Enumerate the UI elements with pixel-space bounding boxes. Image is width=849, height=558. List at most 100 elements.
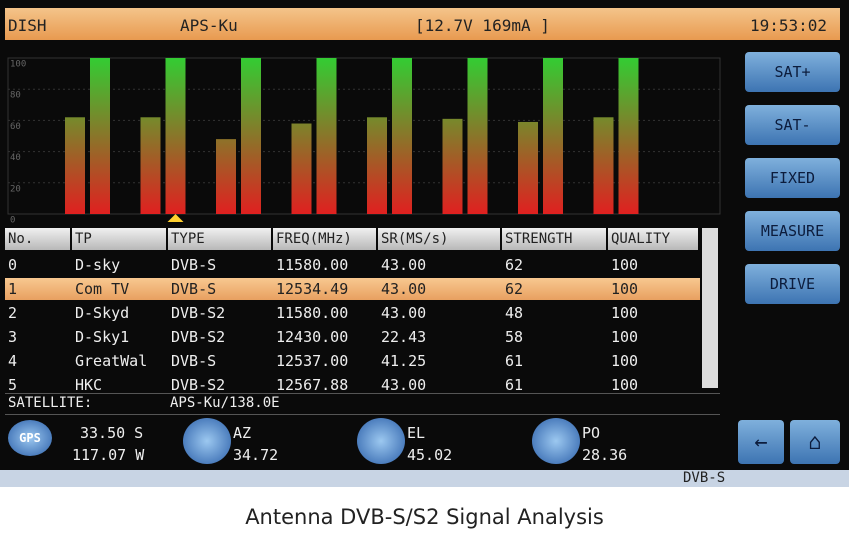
table-cell[interactable]: 100	[611, 304, 639, 322]
table-cell[interactable]: DVB-S2	[171, 304, 226, 322]
table-cell[interactable]: 1	[8, 280, 18, 298]
status-line: SATELLITE: APS-Ku/138.0E	[5, 393, 720, 415]
table-cell[interactable]: 12430.00	[276, 328, 349, 346]
bar	[593, 117, 614, 214]
column-header: TP	[72, 228, 166, 250]
chart: 0 20 40 60 80 100	[7, 57, 721, 225]
y-tick-label: 20	[10, 184, 21, 194]
table-cell[interactable]: 43.00	[381, 376, 427, 391]
table-cell[interactable]: DVB-S	[171, 280, 217, 298]
po-value: 28.36	[582, 446, 628, 464]
table-cell[interactable]: 100	[611, 280, 639, 298]
table-cell[interactable]: 11580.00	[276, 304, 349, 322]
table-cell[interactable]: D-Skyd	[75, 304, 130, 322]
side-button[interactable]: SAT-	[745, 105, 840, 145]
side-button[interactable]: SAT+	[745, 52, 840, 92]
satellite: APS-Ku	[180, 16, 238, 35]
scrollbar[interactable]	[702, 228, 718, 388]
table-cell[interactable]: 12537.00	[276, 352, 349, 370]
table-cell[interactable]: 61	[505, 376, 524, 391]
table-cell[interactable]: 11580.00	[276, 256, 349, 274]
bar	[90, 58, 110, 214]
gps-icon: GPS	[8, 420, 52, 456]
longitude: 117.07 W	[72, 446, 145, 464]
table-cell[interactable]: 43.00	[381, 304, 427, 322]
table-cell[interactable]: DVB-S2	[171, 376, 226, 391]
table-cell[interactable]: 3	[8, 328, 18, 346]
table-cell[interactable]: DVB-S	[171, 352, 217, 370]
bar	[291, 123, 312, 214]
bar	[241, 58, 261, 214]
table-cell[interactable]: 58	[505, 328, 524, 346]
po-label: PO	[582, 424, 601, 442]
column-header: No.	[5, 228, 70, 250]
column-header: SR(MS/s)	[378, 228, 500, 250]
table-cell[interactable]: 12567.88	[276, 376, 349, 391]
el-icon	[357, 418, 405, 464]
lnb-power: [12.7V 169mA ]	[415, 16, 550, 35]
table-cell[interactable]: 100	[611, 256, 639, 274]
table-cell[interactable]: 100	[611, 376, 639, 391]
back-button[interactable]: ←	[738, 420, 784, 464]
meter-screen: DISH APS-Ku [12.7V 169mA ] 19:53:02 0 20 4…	[0, 0, 849, 487]
y-tick-label: 100	[10, 60, 26, 70]
status-label: SATELLITE:	[8, 395, 93, 411]
table-cell[interactable]: Com TV	[75, 280, 130, 298]
column-header: STRENGTH	[502, 228, 606, 250]
bar	[65, 117, 85, 214]
home-button[interactable]: ⌂	[790, 420, 840, 464]
table-cell[interactable]: 0	[8, 256, 18, 274]
table-cell[interactable]: DVB-S2	[171, 328, 226, 346]
table-cell[interactable]: 22.43	[381, 328, 427, 346]
table-cell[interactable]: D-sky	[75, 256, 121, 274]
bar	[316, 58, 337, 214]
az-value: 34.72	[233, 446, 279, 464]
side-button[interactable]: FIXED	[745, 158, 840, 198]
table-cell[interactable]: D-Sky1	[75, 328, 130, 346]
table-cell[interactable]: 12534.49	[276, 280, 349, 298]
header-bar: DISH APS-Ku [12.7V 169mA ] 19:53:02	[5, 8, 840, 40]
table-cell[interactable]: GreatWal	[75, 352, 148, 370]
table-cell[interactable]: 41.25	[381, 352, 427, 370]
clock: 19:53:02	[750, 16, 828, 35]
bar	[165, 58, 186, 214]
status-value: APS-Ku/138.0E	[170, 395, 280, 411]
table-cell[interactable]: 43.00	[381, 256, 427, 274]
table-cell[interactable]: 5	[8, 376, 18, 391]
y-tick-label: 60	[10, 122, 21, 132]
bar	[618, 58, 639, 214]
el-label: EL	[407, 424, 426, 442]
y-tick-label: 80	[10, 91, 21, 101]
column-header: FREQ(MHz)	[273, 228, 376, 250]
bar	[543, 58, 563, 214]
table-cell[interactable]: 100	[611, 328, 639, 346]
table-cell[interactable]: 43.00	[381, 280, 427, 298]
transponder-table: No. TP TYPE FREQ(MHz) SR(MS/s) STRENGTH QUALIT…	[5, 226, 720, 391]
table-cell[interactable]: 100	[611, 352, 639, 370]
caption: Antenna DVB-S/S2 Signal Analysis	[245, 505, 604, 529]
bar	[367, 117, 387, 214]
bar	[442, 118, 463, 214]
table-cell[interactable]: 2	[8, 304, 18, 322]
column-header: TYPE	[168, 228, 271, 250]
table-cell[interactable]: 61	[505, 352, 524, 370]
side-button[interactable]: MEASURE	[745, 211, 840, 251]
table-cell[interactable]: 48	[505, 304, 524, 322]
selected-row	[5, 278, 700, 300]
mode: DISH	[8, 16, 47, 35]
table-cell[interactable]: 4	[8, 352, 18, 370]
el-value: 45.02	[407, 446, 453, 464]
bar	[518, 121, 538, 214]
y-tick-label: 0	[10, 216, 15, 225]
table-cell[interactable]: HKC	[75, 376, 103, 391]
table-cell[interactable]: 62	[505, 280, 524, 298]
az-icon	[183, 418, 231, 464]
selection-marker	[167, 214, 184, 222]
side-button[interactable]: DRIVE	[745, 264, 840, 304]
az-label: AZ	[233, 424, 252, 442]
footer-bar: DVB-S	[0, 470, 849, 487]
table-cell[interactable]: 62	[505, 256, 524, 274]
table-cell[interactable]: DVB-S	[171, 256, 217, 274]
bar	[392, 58, 412, 214]
